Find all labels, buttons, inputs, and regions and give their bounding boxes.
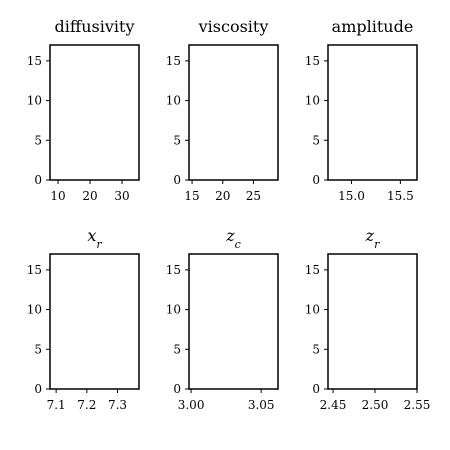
subplot-title: xr (87, 226, 102, 251)
x-tick-label: 3.00 (178, 398, 205, 412)
y-tick-label: 0 (312, 173, 320, 187)
y-tick-label: 15 (27, 54, 42, 68)
x-tick-label: 7.3 (108, 398, 127, 412)
subplot-3: amplitude 0 5 10 15 15.0 15.5 (305, 17, 418, 203)
axes-frame (188, 253, 279, 390)
x-tick-label: 20 (215, 189, 230, 203)
y-tick-label: 0 (173, 173, 181, 187)
subplot-title-subscript: c (235, 238, 241, 251)
y-tick-label: 10 (305, 303, 320, 317)
subplot-2: viscosity 0 5 10 15 15 20 25 (166, 17, 279, 203)
axes-frame (327, 44, 418, 181)
y-tick-label: 15 (166, 54, 181, 68)
y-tick-label: 5 (173, 342, 181, 356)
x-tick-label: 3.05 (248, 398, 275, 412)
y-tick-label: 5 (312, 342, 320, 356)
y-tick-label: 5 (34, 133, 42, 147)
x-tick-label: 2.55 (404, 398, 431, 412)
y-tick-label: 15 (305, 54, 320, 68)
y-tick-label: 0 (312, 382, 320, 396)
subplot-title: zr (365, 226, 380, 251)
axes-frame (49, 44, 140, 181)
subplot-title-subscript: r (374, 238, 380, 251)
subplot-title: viscosity (198, 17, 269, 36)
subplot-5: zc 0 5 10 15 3.00 3.05 (166, 226, 279, 412)
subplot-title: zc (225, 226, 241, 251)
y-tick-label: 10 (27, 94, 42, 108)
x-tick-label: 20 (82, 189, 97, 203)
y-tick-label: 5 (34, 342, 42, 356)
x-tick-label: 7.2 (77, 398, 96, 412)
y-tick-label: 5 (312, 133, 320, 147)
x-tick-label: 15 (184, 189, 199, 203)
x-tick-label: 30 (114, 189, 129, 203)
y-tick-label: 15 (166, 263, 181, 277)
subplot-title: amplitude (332, 17, 414, 36)
axes-frame (327, 253, 418, 390)
x-tick-label: 25 (246, 189, 261, 203)
subplot-1: diffusivity 0 5 10 15 10 20 30 (27, 17, 140, 203)
y-tick-label: 0 (173, 382, 181, 396)
y-tick-label: 10 (166, 94, 181, 108)
subplot-title: diffusivity (55, 17, 135, 36)
subplot-6: zr 0 5 10 15 2.45 2.50 2.55 (305, 226, 431, 412)
y-tick-label: 10 (305, 94, 320, 108)
axes-frame (49, 253, 140, 390)
y-tick-label: 10 (166, 303, 181, 317)
axes-frame (188, 44, 279, 181)
x-tick-label: 2.50 (362, 398, 389, 412)
x-tick-label: 15.0 (338, 189, 365, 203)
subplot-title-subscript: r (96, 238, 102, 251)
subplot-4: xr 0 5 10 15 7.1 7.2 7.3 (27, 226, 140, 412)
y-tick-label: 15 (305, 263, 320, 277)
x-tick-label: 10 (50, 189, 65, 203)
y-tick-label: 5 (173, 133, 181, 147)
x-tick-label: 2.45 (320, 398, 347, 412)
x-tick-label: 7.1 (47, 398, 66, 412)
y-tick-label: 10 (27, 303, 42, 317)
y-tick-label: 0 (34, 382, 42, 396)
y-tick-label: 15 (27, 263, 42, 277)
y-tick-label: 0 (34, 173, 42, 187)
x-tick-label: 15.5 (387, 189, 414, 203)
